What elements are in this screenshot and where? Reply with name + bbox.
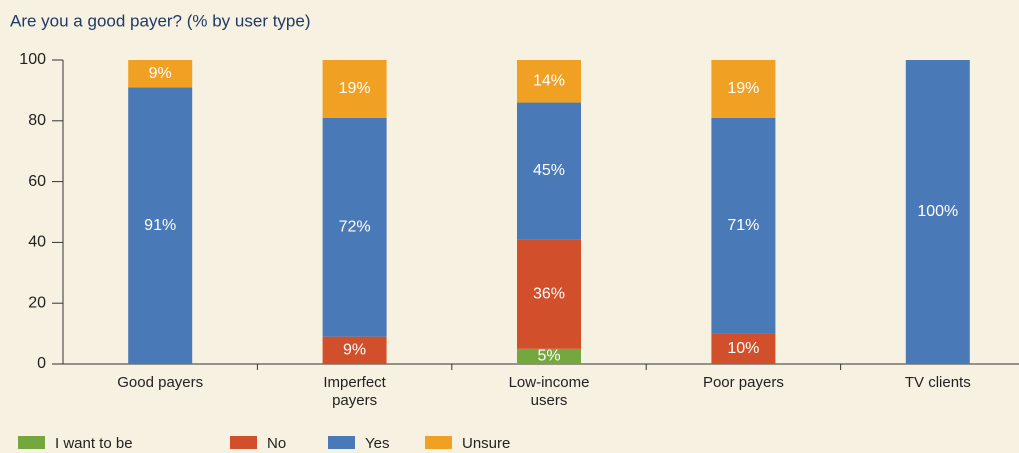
legend-swatch <box>328 436 355 449</box>
legend-label: Yes <box>365 435 389 452</box>
x-tick-label: Good payers <box>117 374 204 391</box>
y-tick-label: 40 <box>28 234 46 251</box>
data-label: 71% <box>727 217 759 234</box>
data-label: 100% <box>917 203 958 220</box>
bar-segment <box>711 117 776 334</box>
y-tick-label: 100 <box>19 51 46 68</box>
bar-segment <box>517 239 581 349</box>
bar-segment <box>128 60 193 88</box>
bar-segment <box>711 60 776 118</box>
legend-label: I want to be <box>55 435 133 452</box>
bar-segment <box>322 336 387 364</box>
y-tick-label: 80 <box>28 112 46 129</box>
y-tick-label: 60 <box>28 173 46 190</box>
y-tick-label: 20 <box>28 294 46 311</box>
bar-segment <box>517 348 581 364</box>
data-label: 14% <box>533 72 565 89</box>
data-label: 45% <box>533 162 565 179</box>
legend-swatch <box>230 436 257 449</box>
legend-swatch <box>18 436 45 449</box>
legend-label: Unsure <box>462 435 510 452</box>
data-label: 9% <box>343 342 366 359</box>
x-tick-label: TV clients <box>904 374 971 391</box>
legend-swatch <box>425 436 452 449</box>
y-tick-label: 0 <box>37 355 46 372</box>
bar-segment <box>517 60 581 103</box>
x-tick-label: Poor payers <box>702 374 784 391</box>
bar-segment <box>905 60 970 364</box>
data-label: 72% <box>339 218 371 235</box>
bar-segment <box>322 60 387 118</box>
x-tick-label: Imperfect payers <box>323 374 386 409</box>
bar-segment <box>128 87 193 365</box>
data-label: 10% <box>727 340 759 357</box>
data-label: 9% <box>149 65 172 82</box>
data-label: 36% <box>533 285 565 302</box>
bar-segment <box>711 333 776 364</box>
data-label: 91% <box>144 217 176 234</box>
legend-label: No <box>267 435 286 452</box>
x-tick-label: Low-income users <box>508 374 590 409</box>
data-label: 19% <box>339 80 371 97</box>
chart-title: Are you a good payer? (% by user type) <box>10 11 311 30</box>
data-label: 19% <box>727 80 759 97</box>
bar-segment <box>322 117 387 337</box>
bar-segment <box>517 102 581 240</box>
data-label: 5% <box>537 348 560 365</box>
